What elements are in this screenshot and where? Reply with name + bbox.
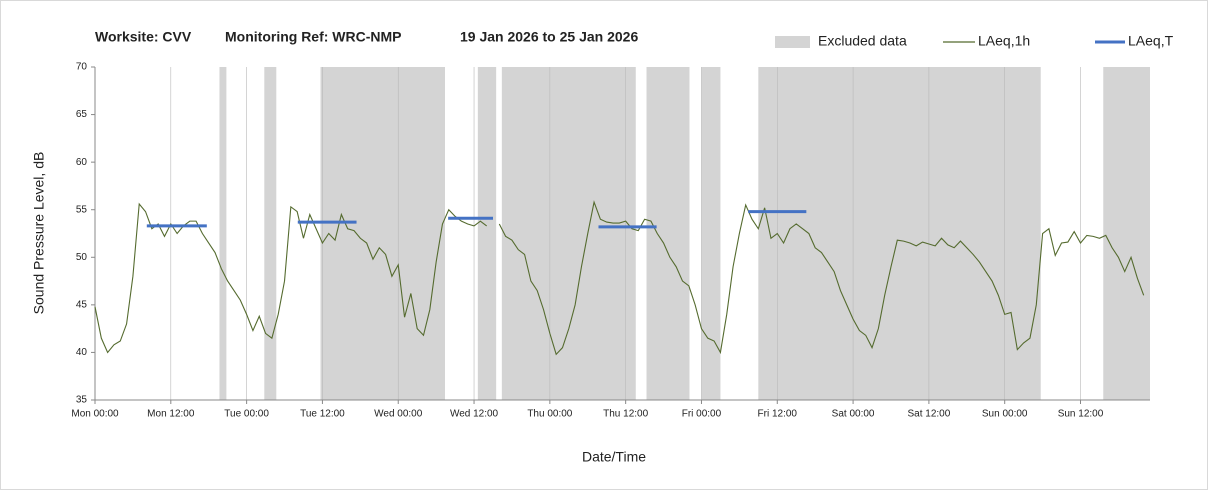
data-line: [94, 202, 488, 354]
x-tick-label: Tue 12:00: [300, 409, 345, 420]
x-tick-label: Sat 12:00: [907, 409, 950, 420]
y-tick-label: 45: [76, 299, 88, 310]
excluded-region: [501, 67, 636, 400]
excluded-region: [701, 67, 721, 400]
x-tick-label: Thu 12:00: [603, 409, 648, 420]
x-tick-label: Fri 00:00: [682, 409, 722, 420]
chart-title: Monitoring Ref: WRC-NMP: [225, 29, 402, 45]
y-axis-label: Sound Pressure Level, dB: [31, 152, 47, 315]
chart-title: 19 Jan 2026 to 25 Jan 2026: [460, 29, 638, 45]
excluded-region: [219, 67, 227, 400]
x-tick-label: Tue 00:00: [224, 409, 269, 420]
legend-label: LAeq,T: [1128, 33, 1174, 49]
x-tick-label: Wed 00:00: [374, 409, 423, 420]
x-tick-label: Mon 00:00: [71, 409, 119, 420]
x-axis-label: Date/Time: [582, 449, 646, 465]
y-tick-label: 70: [76, 62, 88, 73]
y-tick-label: 55: [76, 204, 88, 215]
legend-label: LAeq,1h: [978, 33, 1030, 49]
y-tick-label: 40: [76, 347, 88, 358]
legend-label: Excluded data: [818, 33, 907, 49]
excluded-region: [264, 67, 277, 400]
excluded-region: [1103, 67, 1150, 400]
data-line: [498, 200, 1145, 356]
excluded-region: [646, 67, 690, 400]
excluded-region: [320, 67, 445, 400]
excluded-region: [758, 67, 1041, 400]
x-tick-label: Fri 12:00: [758, 409, 798, 420]
legend-swatch: [775, 36, 810, 48]
excluded-region: [477, 67, 497, 400]
x-tick-label: Sun 12:00: [1058, 409, 1104, 420]
x-tick-label: Wed 12:00: [450, 409, 499, 420]
x-tick-label: Mon 12:00: [147, 409, 195, 420]
chart-title: Worksite: CVV: [95, 29, 192, 45]
y-tick-label: 50: [76, 252, 88, 263]
y-tick-label: 65: [76, 109, 88, 120]
y-tick-label: 35: [76, 395, 88, 406]
x-tick-label: Sun 00:00: [982, 409, 1028, 420]
x-tick-label: Sat 00:00: [832, 409, 875, 420]
x-tick-label: Thu 00:00: [527, 409, 572, 420]
y-tick-label: 60: [76, 157, 88, 168]
